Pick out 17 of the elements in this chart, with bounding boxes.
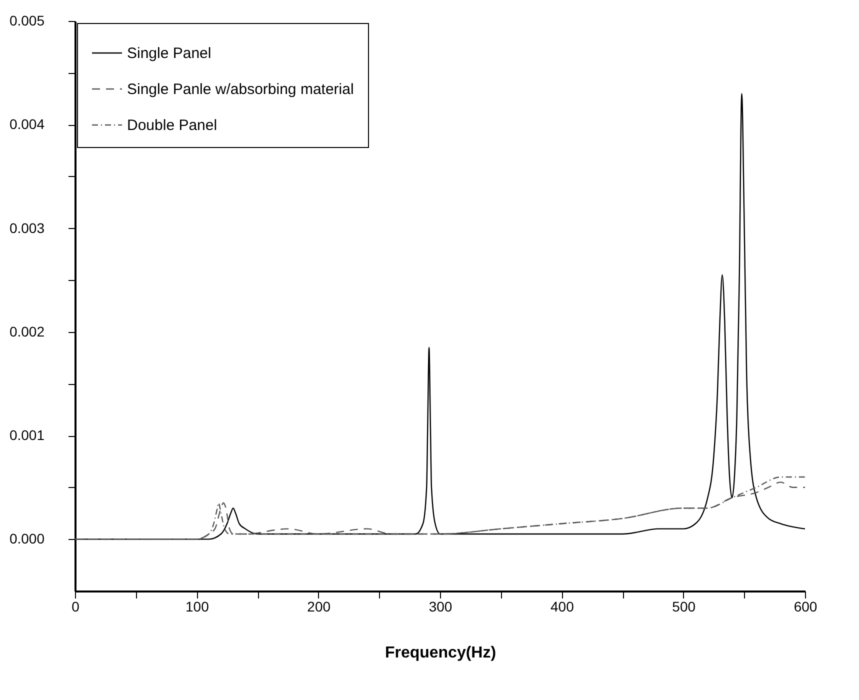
y-tick-label: 0.000 [9,530,45,547]
y-tick-label: 0.002 [9,323,45,340]
legend-label: Double Panel [127,117,218,134]
y-tick-label: 0.004 [9,116,45,132]
x-tick-label: 0 [72,598,80,614]
y-tick-label: 0.003 [9,220,45,236]
x-tick-label: 100 [185,598,210,614]
x-axis-title: Frequency(Hz) [384,644,496,662]
x-tick-label: 600 [794,598,818,614]
y-tick-label: 0.005 [9,12,45,28]
x-tick-label: 500 [672,598,696,614]
legend-label: Single Panle w/absorbing material [127,81,354,98]
x-tick-label: 300 [428,598,452,614]
x-tick-label: 400 [550,598,574,614]
x-tick-label: 200 [307,598,331,614]
y-tick-label: 0.001 [9,427,45,444]
legend-label: Single Panel [127,45,212,62]
